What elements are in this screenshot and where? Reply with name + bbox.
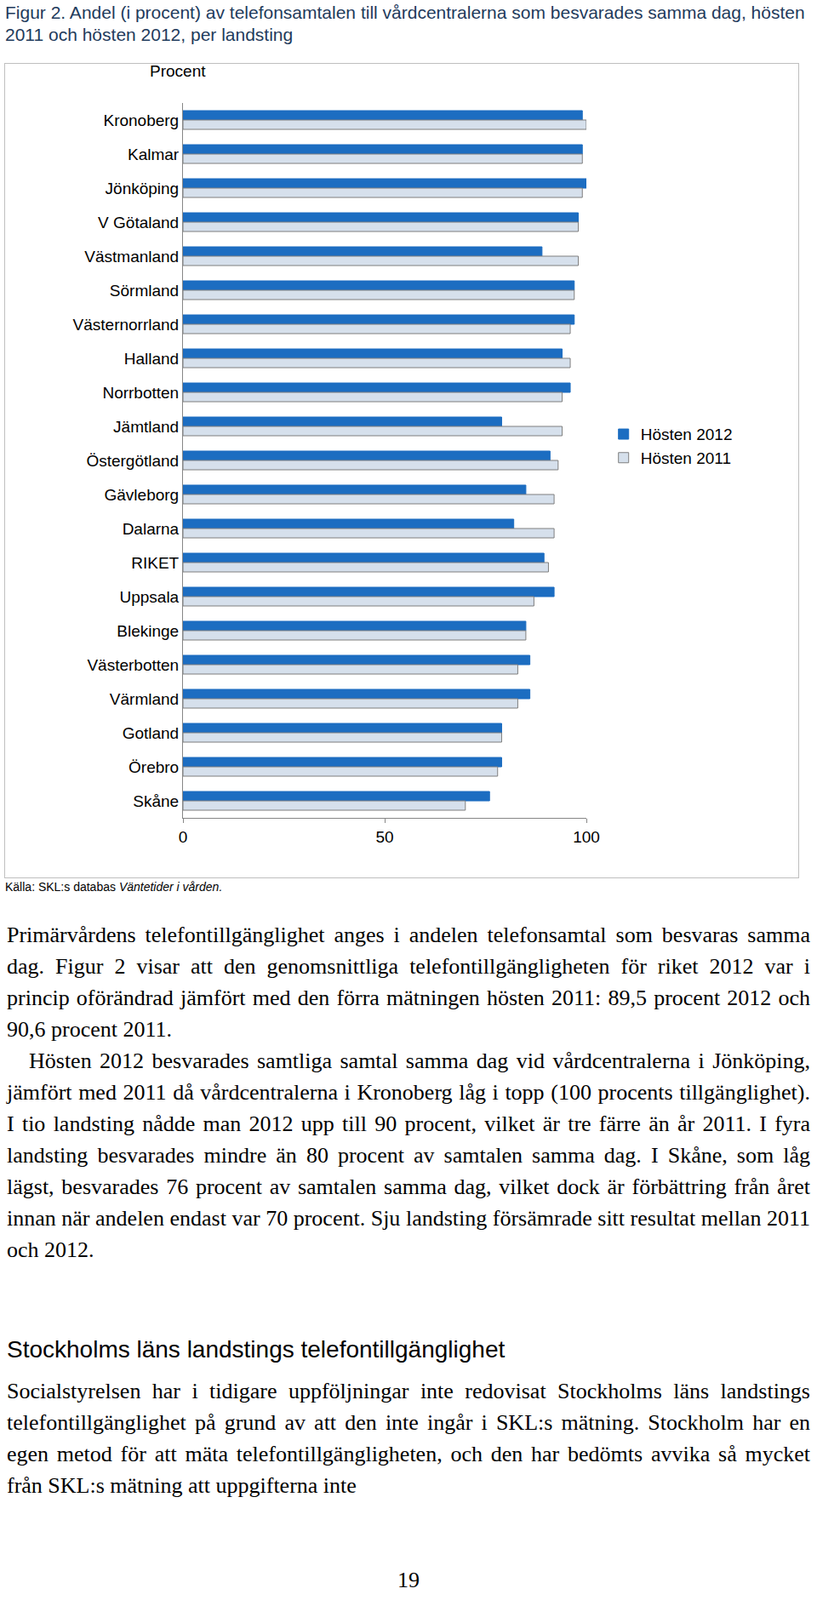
svg-text:Skåne: Skåne <box>132 792 179 811</box>
svg-text:Värmland: Värmland <box>109 690 179 709</box>
html-text:Källa: SKL:s databas Väntetide: Källa: SKL:s databas Väntetider i vården… <box>5 879 223 894</box>
svg-text:Jönköping: Jönköping <box>105 179 180 198</box>
svg-text:Uppsala: Uppsala <box>119 588 179 606</box>
svg-text:Halland: Halland <box>124 349 179 368</box>
svg-text:50: 50 <box>375 828 394 846</box>
svg-text:Gotland: Gotland <box>122 724 180 743</box>
html-text:Socialstyrelsen har i tidigare: Socialstyrelsen har i tidigare uppföljni… <box>6 1378 811 1498</box>
svg-text:Blekinge: Blekinge <box>116 622 179 640</box>
svg-text:Västerbotten: Västerbotten <box>86 656 179 675</box>
svg-text:Jämtland: Jämtland <box>113 417 179 436</box>
svg-text:0: 0 <box>178 828 189 846</box>
svg-text:Gävleborg: Gävleborg <box>104 485 180 504</box>
svg-text:Sörmland: Sörmland <box>109 281 179 300</box>
html-text:Stockholms läns landstings tel: Stockholms läns landstings telefontillgä… <box>6 1336 505 1363</box>
svg-text:Kronoberg: Kronoberg <box>102 111 179 130</box>
html-text:Hösten 2012 besvarades samtlig: Hösten 2012 besvarades samtliga samtal s… <box>6 1048 811 1263</box>
svg-text:Hösten 2012: Hösten 2012 <box>640 425 733 444</box>
html-text:Primärvårdens telefontillgängl: Primärvårdens telefontillgänglighet ange… <box>6 922 811 1042</box>
svg-text:Procent: Procent <box>149 63 206 80</box>
svg-text:Örebro: Örebro <box>128 758 179 777</box>
svg-text:Kalmar: Kalmar <box>127 145 180 164</box>
html-text:Figur 2. Andel (i procent) av: Figur 2. Andel (i procent) av telefonsam… <box>5 2 805 45</box>
svg-text:Östergötland: Östergötland <box>85 451 179 470</box>
svg-text:Hösten 2011: Hösten 2011 <box>640 449 732 468</box>
svg-text:100: 100 <box>572 828 600 846</box>
svg-text:RIKET: RIKET <box>131 554 179 572</box>
svg-text:Norrbotten: Norrbotten <box>102 383 179 402</box>
svg-text:V Götaland: V Götaland <box>97 213 179 232</box>
html-text:19: 19 <box>397 1567 420 1593</box>
svg-text:Västmanland: Västmanland <box>84 247 179 266</box>
svg-text:Dalarna: Dalarna <box>122 519 180 538</box>
svg-text:Västernorrland: Västernorrland <box>73 315 180 334</box>
